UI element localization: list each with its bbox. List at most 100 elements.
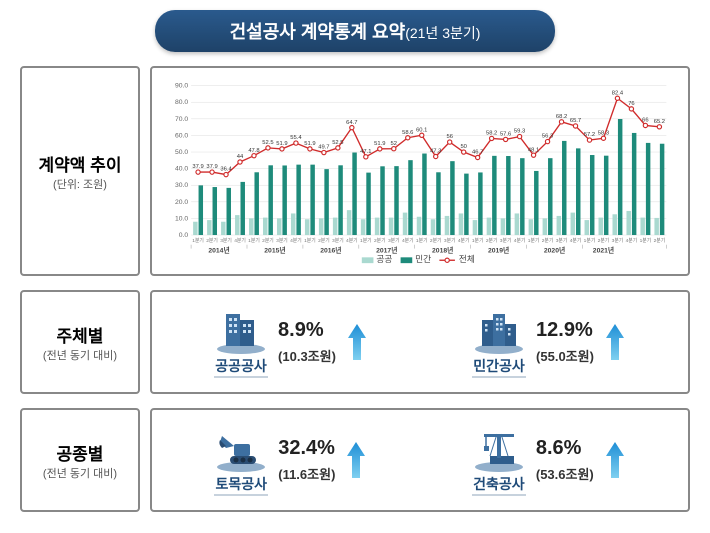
svg-text:1분기: 1분기 xyxy=(248,237,260,244)
svg-text:4분기: 4분기 xyxy=(458,237,470,244)
svg-text:47.1: 47.1 xyxy=(360,149,371,155)
svg-text:전체: 전체 xyxy=(459,254,475,264)
svg-text:2분기: 2분기 xyxy=(542,237,554,244)
svg-text:82.4: 82.4 xyxy=(612,90,624,96)
svg-text:2015년: 2015년 xyxy=(264,245,285,254)
svg-text:50.0: 50.0 xyxy=(175,149,188,156)
svg-text:59.3: 59.3 xyxy=(514,129,525,135)
byOwner-amount: (10.3조원) xyxy=(278,346,336,365)
byOwner-icon-block: 공공공사 xyxy=(214,306,268,378)
byOwner-name: 공공공사 xyxy=(214,356,268,378)
svg-text:공공: 공공 xyxy=(376,254,392,264)
byType-stat-text: 32.4% (11.6조원) xyxy=(278,437,335,483)
byType-amount: (11.6조원) xyxy=(278,464,335,483)
svg-text:48.1: 48.1 xyxy=(528,147,539,153)
svg-text:66: 66 xyxy=(642,118,648,124)
svg-text:80.0: 80.0 xyxy=(175,99,188,106)
svg-text:1분기: 1분기 xyxy=(304,237,316,244)
up-arrow-icon xyxy=(604,322,626,362)
byOwner-stat-item: 공공공사 8.9% (10.3조원) xyxy=(214,306,368,378)
crane-icon xyxy=(472,424,526,472)
svg-text:3분기: 3분기 xyxy=(332,237,344,244)
svg-text:20.0: 20.0 xyxy=(175,199,188,206)
title-banner: 건설공사 계약통계 요약(21년 3분기) xyxy=(155,10,555,52)
svg-text:4분기: 4분기 xyxy=(402,237,414,244)
up-arrow-icon xyxy=(604,440,626,480)
svg-text:1분기: 1분기 xyxy=(416,237,428,244)
byType-name: 건축공사 xyxy=(472,474,526,496)
svg-text:37.9: 37.9 xyxy=(206,164,217,170)
svg-text:58.2: 58.2 xyxy=(486,131,497,137)
svg-text:2분기: 2분기 xyxy=(318,237,330,244)
svg-text:2분기: 2분기 xyxy=(262,237,274,244)
svg-text:2021년: 2021년 xyxy=(593,245,614,254)
svg-text:3분기: 3분기 xyxy=(612,237,624,244)
by-type-label-main: 공종별 xyxy=(57,440,104,465)
svg-text:47.8: 47.8 xyxy=(248,148,259,154)
svg-text:1분기: 1분기 xyxy=(360,237,372,244)
byOwner-stat-text: 12.9% (55.0조원) xyxy=(536,319,594,365)
svg-text:1분기: 1분기 xyxy=(528,237,540,244)
svg-text:56: 56 xyxy=(446,134,452,140)
svg-text:56.3: 56.3 xyxy=(542,134,553,140)
svg-text:2분기: 2분기 xyxy=(206,237,218,244)
svg-text:1분기: 1분기 xyxy=(192,237,204,244)
contract-trend-chart: 0.010.020.030.040.050.060.070.080.090.03… xyxy=(162,74,678,268)
byOwner-icon-block: 민간공사 xyxy=(472,306,526,378)
svg-text:57.6: 57.6 xyxy=(500,132,511,138)
byType-icon-block: 토목공사 xyxy=(214,424,268,496)
byOwner-stat-item: 민간공사 12.9% (55.0조원) xyxy=(472,306,626,378)
svg-text:1분기: 1분기 xyxy=(472,237,484,244)
byOwner-name: 민간공사 xyxy=(472,356,526,378)
chart-label-sub: (단위: 조원) xyxy=(53,176,107,192)
svg-text:55.4: 55.4 xyxy=(290,135,302,141)
svg-text:3분기: 3분기 xyxy=(500,237,512,244)
svg-text:52.5: 52.5 xyxy=(332,140,343,146)
svg-text:65.7: 65.7 xyxy=(570,118,581,124)
svg-text:4분기: 4분기 xyxy=(514,237,526,244)
svg-text:2020년: 2020년 xyxy=(544,245,565,254)
chart-row: 계약액 추이 (단위: 조원) 0.010.020.030.040.050.06… xyxy=(20,66,690,276)
byType-pct: 32.4% xyxy=(278,437,335,460)
building-icon xyxy=(214,306,268,354)
by-type-side-label: 공종별 (전년 동기 대비) xyxy=(20,408,140,512)
byOwner-pct: 12.9% xyxy=(536,319,594,342)
svg-text:3분기: 3분기 xyxy=(556,237,568,244)
svg-text:37.9: 37.9 xyxy=(192,164,203,170)
svg-text:51.9: 51.9 xyxy=(304,141,315,147)
svg-text:4분기: 4분기 xyxy=(234,237,246,244)
svg-text:58.6: 58.6 xyxy=(402,130,413,136)
svg-text:2019년: 2019년 xyxy=(488,245,509,254)
svg-text:68.2: 68.2 xyxy=(556,114,567,120)
svg-text:4분기: 4분기 xyxy=(626,237,638,244)
svg-text:52: 52 xyxy=(391,141,397,147)
byType-pct: 8.6% xyxy=(536,437,594,460)
byType-stat-item: 토목공사 32.4% (11.6조원) xyxy=(214,424,367,496)
up-arrow-icon xyxy=(346,322,368,362)
svg-text:3분기: 3분기 xyxy=(276,237,288,244)
byType-icon-block: 건축공사 xyxy=(472,424,526,496)
chart-panel: 0.010.020.030.040.050.060.070.080.090.03… xyxy=(150,66,690,276)
title-main: 건설공사 계약통계 요약 xyxy=(230,22,406,42)
svg-text:44: 44 xyxy=(237,154,244,160)
by-type-row: 공종별 (전년 동기 대비) 토목공사 32.4% (11.6조원) xyxy=(20,408,690,512)
svg-text:4분기: 4분기 xyxy=(570,237,582,244)
svg-text:47.3: 47.3 xyxy=(430,149,441,155)
svg-text:65.2: 65.2 xyxy=(654,119,665,125)
svg-text:2017년: 2017년 xyxy=(376,245,397,254)
svg-text:10.0: 10.0 xyxy=(175,215,188,222)
title-sub: (21년 3분기) xyxy=(405,25,480,41)
svg-text:51.9: 51.9 xyxy=(374,141,385,147)
svg-text:58.3: 58.3 xyxy=(598,130,609,136)
byType-name: 토목공사 xyxy=(214,474,268,496)
svg-text:60.1: 60.1 xyxy=(416,127,427,133)
svg-text:민간: 민간 xyxy=(415,254,431,264)
svg-text:50: 50 xyxy=(460,144,466,150)
svg-text:46.7: 46.7 xyxy=(472,150,483,156)
svg-text:0.0: 0.0 xyxy=(179,232,189,239)
svg-text:2분기: 2분기 xyxy=(654,237,666,244)
svg-text:3분기: 3분기 xyxy=(220,237,232,244)
svg-text:4분기: 4분기 xyxy=(290,237,302,244)
svg-text:2분기: 2분기 xyxy=(598,237,610,244)
svg-text:51.9: 51.9 xyxy=(276,141,287,147)
